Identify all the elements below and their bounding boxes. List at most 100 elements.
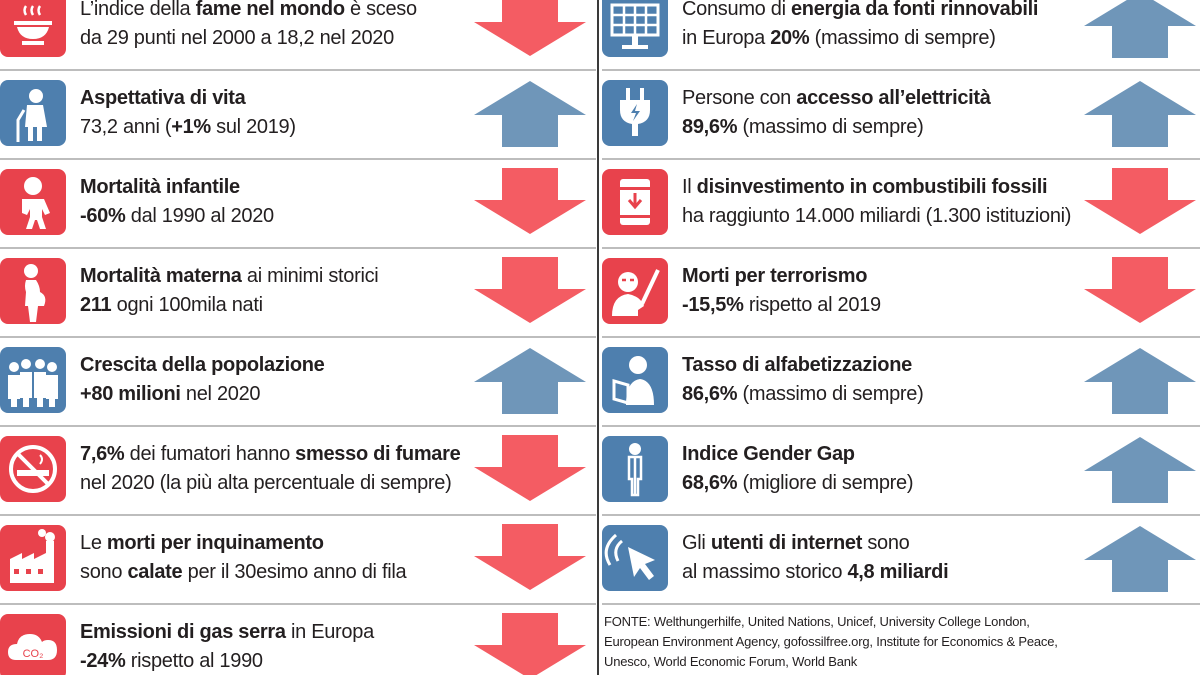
item-text-line: Gli utenti di internet sono	[682, 529, 948, 558]
up-arrow-icon	[1082, 0, 1198, 58]
stat-row: Tasso di alfabetizzazione 86,6% (massimo …	[602, 338, 1200, 427]
baby-icon	[0, 169, 66, 235]
item-text-run: ogni 100mila nati	[111, 294, 263, 316]
stat-row: Crescita della popolazione +80 milioni ne…	[0, 338, 596, 427]
item-text-run: (massimo di sempre)	[737, 383, 924, 405]
item-text-line: L’indice della fame nel mondo è sceso	[80, 0, 417, 24]
stat-row: Le morti per inquinamento sono calate per…	[0, 516, 596, 605]
up-arrow-icon	[1082, 79, 1198, 147]
row-divider	[602, 247, 1200, 249]
item-text-run: (massimo di sempre)	[809, 27, 996, 49]
item-text-line: 68,6% (migliore di sempre)	[682, 469, 913, 498]
row-divider	[602, 514, 1200, 516]
item-text-line: Il disinvestimento in combustibili fossi…	[682, 173, 1071, 202]
stat-row: Gli utenti di internet sono al massimo st…	[602, 516, 1200, 605]
stat-row: Morti per terrorismo -15,5% rispetto al 2…	[602, 249, 1200, 338]
stat-row: Indice Gender Gap 68,6% (migliore di semp…	[602, 427, 1200, 516]
item-text-line: 7,6% dei fumatori hanno smesso di fumare	[80, 440, 461, 469]
stat-text: L’indice della fame nel mondo è sceso da …	[80, 0, 417, 53]
internet-cursor-icon	[602, 525, 668, 591]
item-text-line: in Europa 20% (massimo di sempre)	[682, 24, 1038, 53]
stat-row: Mortalità infantile -60% dal 1990 al 2020	[0, 160, 596, 249]
item-text-run: Gli	[682, 532, 711, 554]
item-text-bold: Indice Gender Gap	[682, 443, 855, 465]
item-text-line: Emissioni di gas serra in Europa	[80, 618, 374, 647]
down-arrow-icon	[472, 0, 588, 58]
stat-row: Persone con accesso all’elettricità 89,6%…	[602, 71, 1200, 160]
up-arrow-icon	[1082, 346, 1198, 414]
elderly-person-icon	[0, 80, 66, 146]
down-arrow-icon	[472, 435, 588, 503]
item-text-run: da 29 punti nel 2000 a 18,2 nel 2020	[80, 27, 394, 49]
item-text-bold: 4,8 miliardi	[847, 561, 949, 583]
item-text-line: 86,6% (massimo di sempre)	[682, 380, 924, 409]
item-text-run: rispetto al 1990	[125, 650, 263, 672]
stat-text: Consumo di energia da fonti rinnovabili i…	[682, 0, 1038, 53]
item-text-line: da 29 punti nel 2000 a 18,2 nel 2020	[80, 24, 417, 53]
item-text-bold: -15,5%	[682, 294, 744, 316]
item-text-bold: 89,6%	[682, 116, 738, 138]
row-divider	[0, 425, 596, 427]
source-note: FONTE: Welthungerhilfe, United Nations, …	[604, 612, 1058, 672]
item-text-bold: Aspettativa di vita	[80, 87, 246, 109]
item-text-run: in Europa	[285, 621, 374, 643]
stat-row: Consumo di energia da fonti rinnovabili i…	[602, 0, 1200, 71]
co2-cloud-icon: CO₂	[0, 614, 66, 675]
up-arrow-icon	[1082, 524, 1198, 592]
stat-text: Aspettativa di vita 73,2 anni (+1% sul 20…	[80, 84, 296, 142]
up-arrow-icon	[472, 79, 588, 147]
item-text-bold: 7,6%	[80, 443, 125, 465]
item-text-run: Persone con	[682, 87, 797, 109]
item-text-line: Persone con accesso all’elettricità	[682, 84, 991, 113]
item-text-line: -15,5% rispetto al 2019	[682, 291, 881, 320]
item-text-bold: morti per inquinamento	[106, 532, 324, 554]
solar-panel-icon	[602, 0, 668, 57]
item-text-run: 73,2 anni (	[80, 116, 172, 138]
item-text-line: al massimo storico 4,8 miliardi	[682, 558, 949, 587]
item-text-bold: +1%	[171, 116, 211, 138]
down-arrow-icon	[472, 168, 588, 236]
down-arrow-icon	[472, 613, 588, 675]
up-arrow-icon	[1082, 435, 1198, 503]
stat-text: Il disinvestimento in combustibili fossi…	[682, 173, 1071, 231]
item-text-line: -24% rispetto al 1990	[80, 647, 374, 675]
item-text-bold: utenti di internet	[710, 532, 863, 554]
item-text-run: sono	[862, 532, 910, 554]
stat-row: L’indice della fame nel mondo è sceso da …	[0, 0, 596, 71]
down-arrow-icon	[1082, 168, 1198, 236]
factory-pollution-icon	[0, 525, 66, 591]
item-text-bold: 68,6%	[682, 472, 738, 494]
item-text-bold: Mortalità materna	[80, 265, 242, 287]
stat-text: Mortalità materna ai minimi storici 211 o…	[80, 262, 379, 320]
row-divider	[0, 247, 596, 249]
item-text-bold: fame nel mondo	[195, 0, 345, 20]
down-arrow-icon	[1082, 257, 1198, 325]
row-divider	[0, 336, 596, 338]
stat-row: Aspettativa di vita 73,2 anni (+1% sul 20…	[0, 71, 596, 160]
item-text-line: Indice Gender Gap	[682, 440, 913, 469]
stat-text: 7,6% dei fumatori hanno smesso di fumare…	[80, 440, 461, 498]
item-text-bold: energia da fonti rinnovabili	[790, 0, 1039, 20]
item-text-bold: Emissioni di gas serra	[80, 621, 286, 643]
hunger-bowl-icon	[0, 0, 66, 57]
item-text-line: Mortalità materna ai minimi storici	[80, 262, 379, 291]
row-divider	[0, 69, 596, 71]
item-text-run: Le	[80, 532, 107, 554]
item-text-line: Consumo di energia da fonti rinnovabili	[682, 0, 1038, 24]
item-text-bold: 20%	[770, 27, 810, 49]
item-text-bold: accesso all’elettricità	[796, 87, 991, 109]
item-text-bold: Tasso di alfabetizzazione	[682, 354, 912, 376]
item-text-line: -60% dal 1990 al 2020	[80, 202, 274, 231]
reading-person-icon	[602, 347, 668, 413]
item-text-run: è sceso	[344, 0, 417, 20]
row-divider	[0, 158, 596, 160]
item-text-line: Morti per terrorismo	[682, 262, 881, 291]
electric-plug-icon	[602, 80, 668, 146]
item-text-line: nel 2020 (la più alta percentuale di sem…	[80, 469, 460, 498]
item-text-run: ai minimi storici	[241, 265, 379, 287]
item-text-run: dei fumatori hanno	[124, 443, 296, 465]
item-text-bold: -24%	[80, 650, 126, 672]
item-text-bold: -60%	[80, 205, 126, 227]
row-divider	[602, 336, 1200, 338]
item-text-bold: Crescita della popolazione	[80, 354, 325, 376]
